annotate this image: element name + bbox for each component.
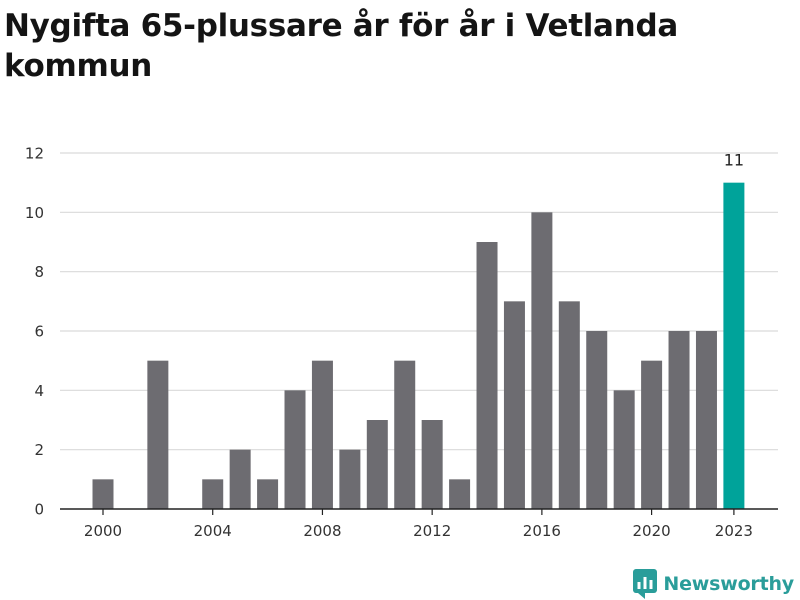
bar [449, 479, 471, 509]
y-tick-label: 0 [34, 501, 44, 519]
bar [531, 212, 553, 510]
x-tick-label: 2023 [715, 522, 753, 540]
x-tick-label: 2004 [194, 522, 232, 540]
y-tick-label: 8 [34, 263, 44, 281]
bar [284, 390, 306, 509]
bar [311, 360, 333, 509]
bar [147, 360, 169, 509]
x-tick-label: 2012 [413, 522, 451, 540]
x-tick-label: 2020 [633, 522, 671, 540]
x-tick-label: 2016 [523, 522, 561, 540]
x-tick-label: 2000 [84, 522, 122, 540]
bars [92, 182, 745, 510]
bar [476, 242, 498, 509]
brand: Newsworthy [633, 569, 794, 599]
y-axis-ticks: 0 2 4 6 8 10 12 [25, 145, 44, 519]
data-labels: 11 [724, 151, 744, 170]
bar-highlight [723, 182, 745, 509]
bar [668, 331, 690, 509]
bar [339, 449, 361, 509]
bar [421, 420, 443, 509]
bar [229, 449, 251, 509]
brand-name: Newsworthy [663, 573, 794, 595]
data-label-highlight: 11 [724, 151, 744, 170]
y-tick-label: 4 [34, 382, 44, 400]
bar [503, 301, 525, 509]
y-tick-label: 2 [34, 441, 44, 459]
x-axis-ticks: 2000 2004 2008 2012 2016 2020 2023 [84, 509, 753, 540]
y-tick-label: 10 [25, 204, 44, 222]
bar [202, 479, 224, 509]
y-tick-label: 6 [34, 323, 44, 341]
bar [586, 331, 608, 509]
bar [558, 301, 580, 509]
bar [641, 360, 663, 509]
bar [366, 420, 388, 509]
x-tick-label: 2008 [303, 522, 341, 540]
bar [257, 479, 279, 509]
bar [394, 360, 416, 509]
gridlines [60, 152, 778, 451]
bar [695, 331, 717, 509]
bar [92, 479, 114, 509]
chart-title: Nygifta 65-plussare år för år i Vetlanda… [4, 8, 678, 84]
bar [613, 390, 635, 509]
newsworthy-logo-icon [633, 569, 658, 599]
y-tick-label: 12 [25, 145, 44, 163]
